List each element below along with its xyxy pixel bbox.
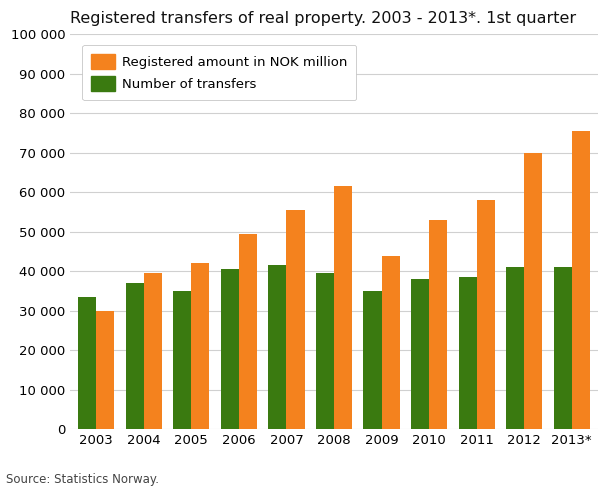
Bar [364,291,381,429]
Bar [429,220,447,429]
Bar [554,267,572,429]
Bar [239,234,257,429]
Bar [96,311,114,429]
Bar [316,273,334,429]
Text: Source: Statistics Norway.: Source: Statistics Norway. [6,472,159,486]
Bar [411,279,429,429]
Legend: Registered amount in NOK million, Number of transfers: Registered amount in NOK million, Number… [82,45,356,100]
Bar [506,267,524,429]
Bar [334,186,352,429]
Bar [381,256,400,429]
Bar [144,273,162,429]
Bar [287,210,304,429]
Bar [221,269,239,429]
Text: Registered transfers of real property. 2003 - 2013*. 1st quarter: Registered transfers of real property. 2… [70,11,576,26]
Bar [268,265,287,429]
Bar [192,264,209,429]
Bar [459,277,476,429]
Bar [572,131,590,429]
Bar [476,200,495,429]
Bar [126,283,144,429]
Bar [173,291,192,429]
Bar [78,297,96,429]
Bar [524,153,542,429]
